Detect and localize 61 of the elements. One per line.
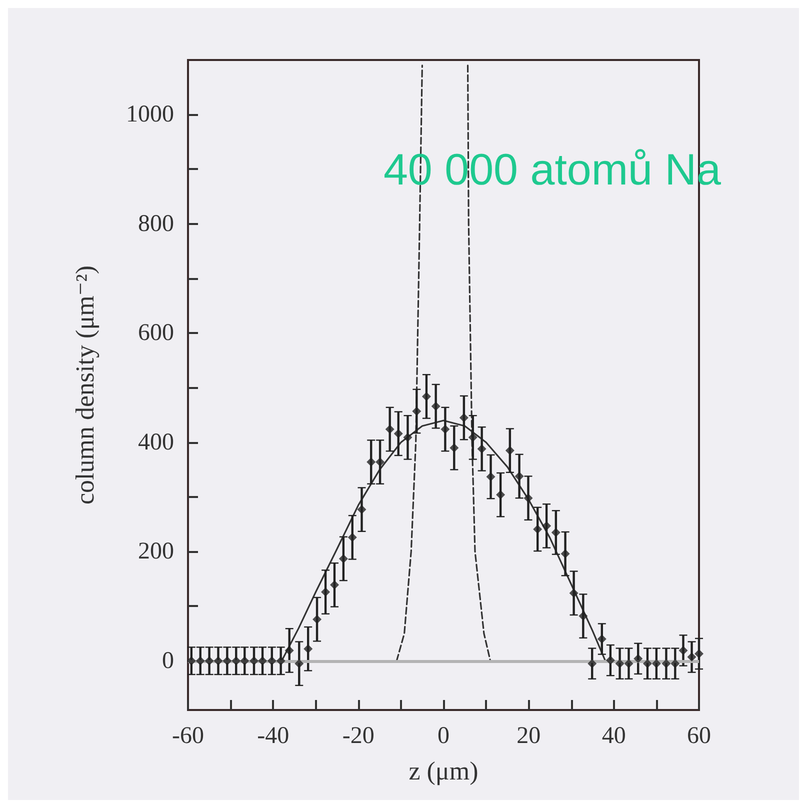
point bbox=[196, 656, 205, 666]
point bbox=[258, 656, 268, 666]
y-tick-label: 200 bbox=[138, 538, 174, 565]
point bbox=[670, 659, 680, 668]
point bbox=[560, 549, 570, 558]
point bbox=[496, 490, 506, 500]
point bbox=[403, 432, 412, 442]
x-tick-label: -60 bbox=[172, 723, 204, 749]
x-tick-label: -20 bbox=[342, 723, 374, 749]
point bbox=[412, 406, 422, 416]
point bbox=[240, 656, 250, 666]
point bbox=[294, 659, 304, 668]
point bbox=[578, 612, 588, 621]
point bbox=[652, 659, 661, 668]
point bbox=[186, 656, 196, 666]
point bbox=[477, 444, 486, 454]
point bbox=[606, 656, 615, 665]
x-tick-label: 40 bbox=[602, 723, 626, 749]
point bbox=[533, 524, 542, 534]
point bbox=[440, 424, 450, 434]
y-tick-label: 1000 bbox=[126, 102, 174, 128]
point bbox=[524, 494, 533, 503]
point bbox=[687, 652, 696, 662]
point bbox=[459, 413, 468, 422]
y-tick-label: 400 bbox=[138, 429, 174, 456]
point bbox=[642, 659, 652, 668]
point bbox=[514, 472, 524, 481]
point bbox=[486, 472, 496, 482]
y-axis-title: column density (μm⁻²) bbox=[70, 265, 100, 505]
x-tick-label: 20 bbox=[516, 723, 541, 749]
point bbox=[694, 649, 704, 658]
point bbox=[204, 656, 214, 666]
point bbox=[214, 656, 223, 666]
x-tick-label: 0 bbox=[438, 723, 450, 749]
point bbox=[662, 659, 671, 668]
point bbox=[357, 505, 366, 514]
x-axis-title: z (μm) bbox=[408, 756, 478, 786]
point bbox=[615, 659, 624, 668]
point bbox=[569, 588, 578, 598]
point bbox=[232, 656, 241, 666]
point bbox=[542, 521, 552, 530]
point bbox=[348, 532, 357, 542]
point bbox=[624, 659, 634, 668]
point bbox=[267, 656, 276, 666]
point bbox=[276, 656, 286, 666]
y-tick-label: 800 bbox=[138, 210, 174, 237]
x-tick-label: 60 bbox=[687, 723, 711, 749]
y-tick-label: 600 bbox=[138, 320, 174, 346]
point bbox=[678, 646, 688, 655]
point bbox=[588, 659, 597, 668]
point bbox=[394, 429, 403, 438]
point bbox=[338, 554, 348, 564]
point bbox=[634, 654, 643, 664]
point bbox=[312, 614, 322, 624]
point bbox=[431, 402, 440, 411]
point bbox=[385, 424, 394, 434]
point bbox=[450, 443, 459, 452]
point bbox=[222, 656, 232, 666]
y-tick-label: 0 bbox=[162, 648, 174, 674]
x-tick-label: -40 bbox=[257, 723, 290, 749]
point bbox=[304, 644, 313, 654]
